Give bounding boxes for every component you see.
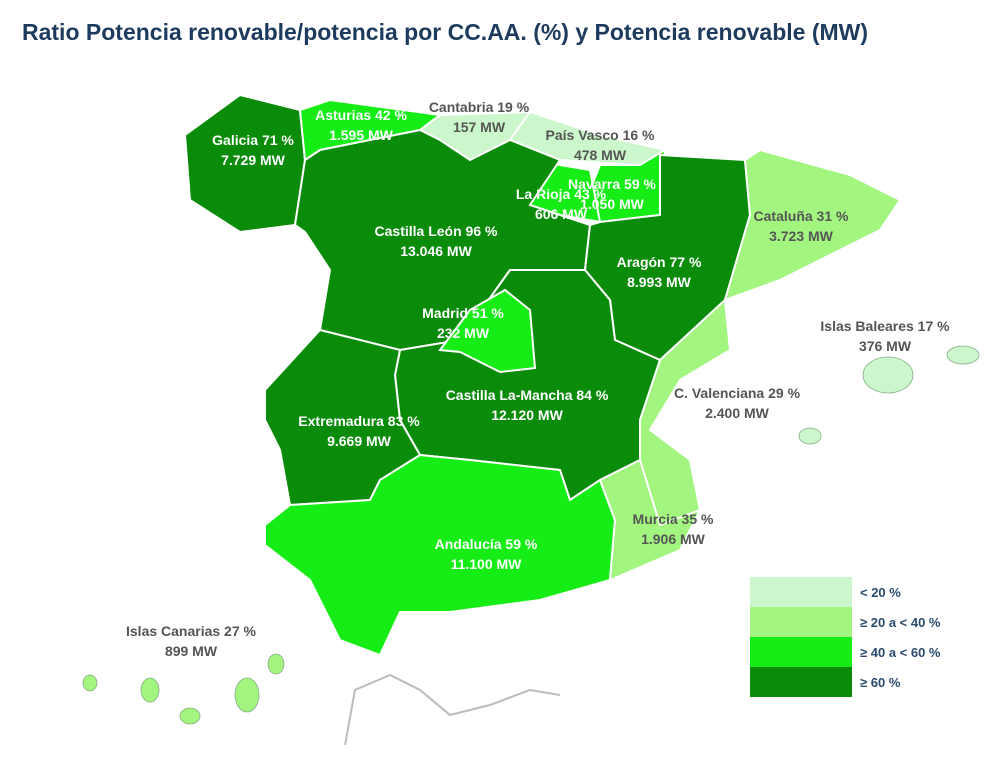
island bbox=[946, 345, 980, 365]
region-power: 9.669 MW bbox=[327, 433, 392, 449]
region-label: Asturias 42 % bbox=[315, 107, 407, 123]
region-label: Castilla La-Mancha 84 % bbox=[446, 387, 609, 403]
region-power: 13.046 MW bbox=[400, 243, 472, 259]
region-power: 376 MW bbox=[859, 338, 912, 354]
region-power: 157 MW bbox=[453, 119, 506, 135]
region-power: 3.723 MW bbox=[769, 228, 834, 244]
region-power: 1.595 MW bbox=[329, 127, 394, 143]
region-labels: Galicia 71 % 7.729 MW Asturias 42 % 1.595 M… bbox=[126, 99, 950, 659]
region-label: Islas Canarias 27 % bbox=[126, 623, 257, 639]
region-label: Murcia 35 % bbox=[633, 511, 714, 527]
island bbox=[798, 427, 822, 445]
region-label: Cataluña 31 % bbox=[754, 208, 849, 224]
island bbox=[140, 677, 160, 703]
region bbox=[723, 148, 902, 302]
legend-swatch bbox=[750, 667, 852, 697]
legend-swatch bbox=[750, 607, 852, 637]
region-label: Aragón 77 % bbox=[617, 254, 702, 270]
island bbox=[267, 653, 285, 675]
island bbox=[862, 356, 914, 394]
region-label: Andalucía 59 % bbox=[435, 536, 538, 552]
region-power: 1.906 MW bbox=[641, 531, 706, 547]
region-label: Galicia 71 % bbox=[212, 132, 294, 148]
legend-swatch bbox=[750, 637, 852, 667]
region-label: C. Valenciana 29 % bbox=[674, 385, 801, 401]
region-label: Extremadura 83 % bbox=[298, 413, 420, 429]
region-power: 2.400 MW bbox=[705, 405, 770, 421]
region-label: Islas Baleares 17 % bbox=[820, 318, 950, 334]
island bbox=[234, 677, 260, 713]
region-power: 1.050 MW bbox=[580, 196, 645, 212]
border-line bbox=[344, 673, 561, 746]
region bbox=[639, 297, 732, 527]
title: Ratio Potencia renovable/potencia por CC… bbox=[22, 19, 868, 45]
island bbox=[82, 674, 98, 692]
region-label: Madrid 51 % bbox=[422, 305, 504, 321]
island bbox=[179, 707, 201, 725]
region-power: 606 MW bbox=[535, 206, 588, 222]
legend-label: ≥ 20 a < 40 % bbox=[860, 615, 941, 630]
region-power: 11.100 MW bbox=[451, 556, 523, 572]
region-label: Navarra 59 % bbox=[568, 176, 657, 192]
region-power: 8.993 MW bbox=[627, 274, 692, 290]
legend-swatch bbox=[750, 577, 852, 607]
region-power: 899 MW bbox=[165, 643, 218, 659]
region-label: Cantabria 19 % bbox=[429, 99, 530, 115]
legend-label: ≥ 60 % bbox=[860, 675, 901, 690]
region-label: País Vasco 16 % bbox=[546, 127, 656, 143]
region-power: 7.729 MW bbox=[221, 152, 286, 168]
region-power: 232 MW bbox=[437, 325, 490, 341]
region bbox=[598, 458, 703, 582]
region-power: 478 MW bbox=[574, 147, 627, 163]
region-label: Castilla León 96 % bbox=[375, 223, 498, 239]
region bbox=[438, 288, 537, 374]
region-power: 12.120 MW bbox=[491, 407, 563, 423]
legend-label: < 20 % bbox=[860, 585, 901, 600]
regions bbox=[82, 93, 980, 725]
region-label: La Rioja 43 % bbox=[516, 186, 607, 202]
legend-label: ≥ 40 a < 60 % bbox=[860, 645, 941, 660]
